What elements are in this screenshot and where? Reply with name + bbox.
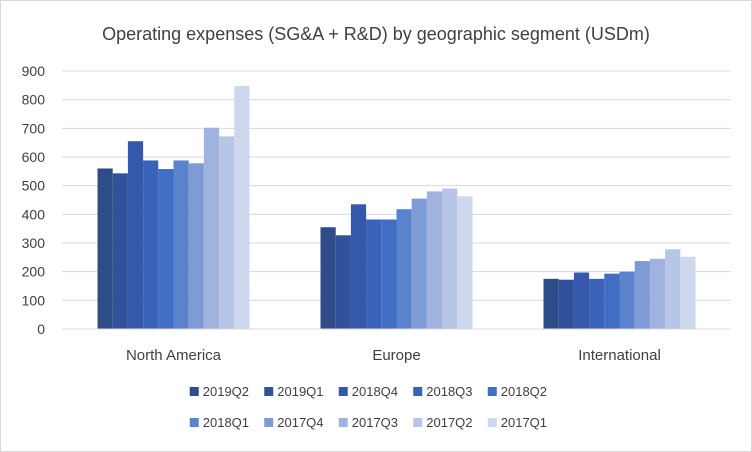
legend-item: 2019Q1 — [264, 384, 324, 399]
y-tick-label: 500 — [22, 178, 46, 194]
legend-swatch — [338, 387, 348, 396]
legend-swatch — [189, 418, 199, 427]
bar — [457, 196, 473, 329]
bar — [558, 279, 574, 329]
legend-label: 2017Q4 — [277, 415, 323, 430]
legend-item: 2018Q4 — [338, 384, 398, 399]
legend-label: 2019Q2 — [203, 384, 249, 399]
legend-label: 2018Q4 — [352, 384, 398, 399]
y-tick-label: 700 — [22, 120, 46, 136]
legend-label: 2018Q1 — [203, 415, 249, 430]
bar — [320, 227, 336, 329]
category-label: Europe — [372, 347, 420, 364]
bar — [234, 85, 250, 329]
legend-item: 2019Q2 — [189, 384, 249, 399]
bar — [442, 188, 458, 329]
bar — [396, 209, 412, 329]
bar — [634, 261, 650, 329]
legend-label: 2018Q3 — [426, 384, 472, 399]
legend-item: 2018Q2 — [487, 384, 547, 399]
legend-label: 2018Q2 — [501, 384, 547, 399]
bar — [680, 256, 696, 329]
category-label: International — [578, 347, 661, 364]
bar — [188, 163, 204, 329]
bar — [203, 127, 220, 329]
bars — [97, 85, 696, 329]
bar — [573, 272, 590, 329]
legend-item: 2018Q3 — [413, 384, 473, 399]
legend-item: 2017Q2 — [413, 415, 473, 430]
chart-title: Operating expenses (SG&A + R&D) by geogr… — [102, 24, 650, 44]
legend-label: 2017Q1 — [501, 415, 547, 430]
y-tick-label: 900 — [22, 63, 46, 79]
bar — [158, 169, 174, 329]
y-tick-label: 0 — [37, 321, 45, 337]
legend-swatch — [264, 418, 274, 427]
y-tick-label: 100 — [22, 292, 46, 308]
bar — [127, 141, 144, 329]
bar — [589, 278, 605, 329]
bar — [649, 258, 666, 329]
bar — [219, 136, 235, 329]
bar — [381, 219, 397, 329]
bar — [350, 204, 367, 329]
y-tick-label: 600 — [22, 149, 46, 165]
bar — [619, 271, 635, 329]
y-tick-label: 300 — [22, 235, 46, 251]
category-label: North America — [126, 347, 222, 364]
legend-swatch — [338, 418, 348, 427]
legend-swatch — [487, 387, 497, 396]
legend-swatch — [413, 387, 423, 396]
legend-item: 2017Q3 — [338, 415, 398, 430]
legend: 2019Q2 2019Q1 2018Q4 2018Q3 2018Q2 2018Q1 2017… — [189, 384, 547, 430]
y-axis-tick-labels: 0 100 200 300 400 500 600 700 800 900 — [22, 63, 46, 337]
bar — [366, 219, 382, 329]
legend-item: 2017Q1 — [487, 415, 547, 430]
legend-label: 2019Q1 — [277, 384, 323, 399]
legend-swatch — [487, 418, 497, 427]
legend-swatch — [264, 387, 274, 396]
y-tick-label: 200 — [22, 264, 46, 280]
legend-item: 2018Q1 — [189, 415, 249, 430]
bar — [665, 249, 681, 329]
bar — [143, 160, 159, 329]
legend-label: 2017Q3 — [352, 415, 398, 430]
bar — [543, 278, 559, 329]
y-tick-label: 800 — [22, 92, 46, 108]
bar — [335, 235, 351, 329]
bar — [604, 273, 620, 329]
category-labels: North America Europe International — [126, 347, 661, 364]
legend-swatch — [189, 387, 199, 396]
y-tick-label: 400 — [22, 206, 46, 222]
bar — [426, 191, 443, 329]
bar — [173, 160, 189, 329]
bar — [112, 173, 128, 329]
legend-label: 2017Q2 — [426, 415, 472, 430]
legend-swatch — [413, 418, 423, 427]
bar — [411, 198, 427, 329]
legend-item: 2017Q4 — [264, 415, 324, 430]
bar — [97, 168, 113, 329]
